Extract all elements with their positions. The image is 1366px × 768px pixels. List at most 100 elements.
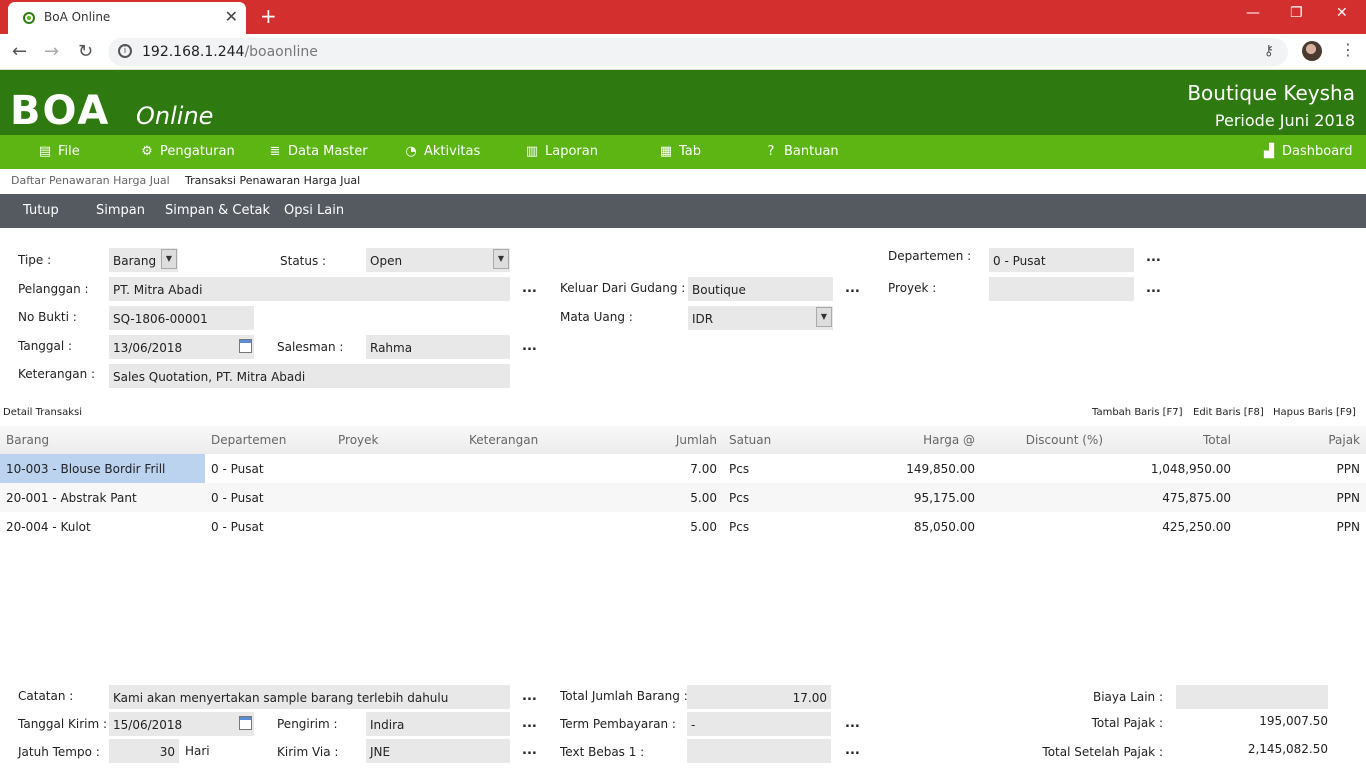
close-tab-icon[interactable]: ✕ bbox=[224, 7, 238, 26]
tambah-baris-button[interactable]: Tambah Baris [F7] bbox=[1092, 407, 1183, 418]
menu-tab[interactable]: ▦ Tab bbox=[659, 143, 702, 159]
col-discount[interactable]: Discount (%) bbox=[1025, 433, 1103, 447]
calendar-icon[interactable] bbox=[239, 339, 252, 353]
cell-jumlah[interactable]: 5.00 bbox=[690, 491, 717, 505]
col-keterangan[interactable]: Keterangan bbox=[469, 433, 539, 447]
cell-total[interactable]: 425,250.00 bbox=[1162, 520, 1231, 534]
cell-barang[interactable]: 20-004 - Kulot bbox=[6, 520, 91, 534]
menu-aktivitas[interactable]: ◔ Aktivitas bbox=[405, 143, 481, 159]
col-proyek[interactable]: Proyek bbox=[338, 433, 379, 447]
salesman-lookup-button[interactable]: ... bbox=[522, 339, 537, 354]
cell-departemen[interactable]: 0 - Pusat bbox=[211, 520, 264, 534]
col-pajak[interactable]: Pajak bbox=[1328, 433, 1360, 447]
term-lookup-button[interactable]: ... bbox=[845, 716, 860, 731]
cell-pajak[interactable]: PPN bbox=[1336, 520, 1360, 534]
cell-jumlah[interactable]: 7.00 bbox=[690, 462, 717, 476]
edit-baris-button[interactable]: Edit Baris [F8] bbox=[1193, 407, 1264, 418]
menu-data-master[interactable]: ≣ Data Master bbox=[269, 143, 368, 159]
simpan-cetak-button[interactable]: Simpan & Cetak bbox=[165, 203, 271, 218]
cell-total[interactable]: 475,875.00 bbox=[1162, 491, 1231, 505]
profile-avatar[interactable] bbox=[1302, 41, 1322, 61]
menu-bantuan[interactable]: ? Bantuan bbox=[764, 144, 839, 159]
col-barang[interactable]: Barang bbox=[6, 433, 50, 447]
hapus-baris-button[interactable]: Hapus Baris [F9] bbox=[1273, 407, 1356, 418]
gudang-lookup-button[interactable]: ... bbox=[845, 281, 860, 296]
pengirim-field[interactable]: Indira bbox=[366, 712, 510, 736]
departemen-lookup-button[interactable]: ... bbox=[1146, 250, 1161, 265]
simpan-button[interactable]: Simpan bbox=[96, 203, 145, 218]
table-row[interactable]: 20-001 - Abstrak Pant 0 - Pusat 5.00 Pcs… bbox=[0, 483, 1366, 512]
pengirim-lookup-button[interactable]: ... bbox=[522, 716, 537, 731]
pelanggan-field[interactable]: PT. Mitra Abadi bbox=[109, 277, 510, 301]
salesman-field[interactable]: Rahma bbox=[366, 335, 510, 359]
tipe-select[interactable]: Barang ▼ bbox=[109, 248, 178, 272]
departemen-field[interactable]: 0 - Pusat bbox=[989, 248, 1134, 272]
restore-icon[interactable]: ❐ bbox=[1290, 5, 1303, 21]
browser-tab[interactable]: BoA Online ✕ bbox=[8, 2, 246, 34]
cell-satuan[interactable]: Pcs bbox=[729, 520, 750, 534]
reload-icon[interactable]: ↻ bbox=[78, 41, 94, 62]
menu-pengaturan[interactable]: ⚙ Pengaturan bbox=[141, 143, 235, 159]
key-icon[interactable]: ⚷ bbox=[1263, 43, 1274, 59]
opsi-lain-button[interactable]: Opsi Lain bbox=[284, 203, 345, 218]
forward-icon[interactable]: → bbox=[44, 41, 60, 62]
text-bebas-lookup-button[interactable]: ... bbox=[845, 743, 860, 758]
chevron-down-icon[interactable]: ▼ bbox=[493, 249, 509, 269]
nobukti-field[interactable]: SQ-1806-00001 bbox=[109, 306, 254, 330]
minimize-icon[interactable]: — bbox=[1246, 5, 1260, 21]
breadcrumb-current[interactable]: Transaksi Penawaran Harga Jual bbox=[185, 174, 361, 187]
cell-departemen[interactable]: 0 - Pusat bbox=[211, 491, 264, 505]
cell-harga[interactable]: 149,850.00 bbox=[906, 462, 975, 476]
biaya-lain-field[interactable] bbox=[1176, 685, 1328, 709]
keterangan-field[interactable]: Sales Quotation, PT. Mitra Abadi bbox=[109, 364, 510, 388]
back-icon[interactable]: ← bbox=[12, 41, 28, 62]
matauang-select[interactable]: IDR ▼ bbox=[688, 306, 833, 330]
close-window-icon[interactable]: ✕ bbox=[1336, 5, 1348, 21]
pelanggan-lookup-button[interactable]: ... bbox=[522, 281, 537, 296]
cell-pajak[interactable]: PPN bbox=[1336, 462, 1360, 476]
address-bar[interactable]: i 192.168.1.244/boaonline ⚷ bbox=[108, 38, 1288, 66]
new-tab-icon[interactable]: + bbox=[260, 4, 277, 28]
proyek-field[interactable] bbox=[989, 277, 1134, 301]
term-field[interactable]: - bbox=[687, 712, 831, 736]
info-icon[interactable]: i bbox=[118, 44, 132, 58]
gudang-field[interactable]: Boutique bbox=[688, 277, 833, 301]
cell-barang[interactable]: 10-003 - Blouse Bordir Frill bbox=[6, 462, 166, 476]
table-row[interactable]: 10-003 - Blouse Bordir Frill 0 - Pusat 7… bbox=[0, 454, 1366, 483]
text-bebas-field[interactable] bbox=[687, 739, 831, 763]
kirim-via-lookup-button[interactable]: ... bbox=[522, 743, 537, 758]
cell-departemen[interactable]: 0 - Pusat bbox=[211, 462, 264, 476]
col-total[interactable]: Total bbox=[1202, 433, 1231, 447]
proyek-lookup-button[interactable]: ... bbox=[1146, 281, 1161, 296]
jatuh-tempo-field[interactable]: 30 bbox=[109, 739, 179, 763]
calendar-icon[interactable] bbox=[239, 716, 252, 730]
cell-harga[interactable]: 85,050.00 bbox=[913, 520, 975, 534]
tanggal-field[interactable]: 13/06/2018 bbox=[109, 335, 254, 359]
menu-dashboard[interactable]: ▟ Dashboard bbox=[1264, 143, 1353, 159]
selected-cell[interactable] bbox=[0, 454, 205, 483]
breadcrumb-list-link[interactable]: Daftar Penawaran Harga Jual bbox=[11, 174, 170, 187]
tutup-button[interactable]: Tutup bbox=[23, 203, 59, 218]
chevron-down-icon[interactable]: ▼ bbox=[161, 249, 177, 269]
tanggal-kirim-field[interactable]: 15/06/2018 bbox=[109, 712, 254, 736]
col-satuan[interactable]: Satuan bbox=[729, 433, 772, 447]
col-departemen[interactable]: Departemen bbox=[211, 433, 287, 447]
cell-pajak[interactable]: PPN bbox=[1336, 491, 1360, 505]
menu-laporan[interactable]: ▥ Laporan bbox=[525, 143, 598, 159]
cell-jumlah[interactable]: 5.00 bbox=[690, 520, 717, 534]
chevron-down-icon[interactable]: ▼ bbox=[816, 307, 832, 327]
table-row[interactable]: 20-004 - Kulot 0 - Pusat 5.00 Pcs 85,050… bbox=[0, 512, 1366, 541]
cell-satuan[interactable]: Pcs bbox=[729, 491, 750, 505]
catatan-lookup-button[interactable]: ... bbox=[522, 689, 537, 704]
cell-barang[interactable]: 20-001 - Abstrak Pant bbox=[6, 491, 137, 505]
catatan-field[interactable]: Kami akan menyertakan sample barang terl… bbox=[109, 685, 510, 709]
cell-satuan[interactable]: Pcs bbox=[729, 462, 750, 476]
status-select[interactable]: Open ▼ bbox=[366, 248, 510, 272]
kirim-via-field[interactable]: JNE bbox=[366, 739, 510, 763]
cell-total[interactable]: 1,048,950.00 bbox=[1150, 462, 1231, 476]
menu-kebab-icon[interactable]: ⋮ bbox=[1340, 40, 1356, 59]
col-harga[interactable]: Harga @ bbox=[923, 433, 975, 447]
menu-file[interactable]: ▤ File bbox=[38, 143, 80, 159]
col-jumlah[interactable]: Jumlah bbox=[675, 433, 717, 447]
cell-harga[interactable]: 95,175.00 bbox=[913, 491, 975, 505]
